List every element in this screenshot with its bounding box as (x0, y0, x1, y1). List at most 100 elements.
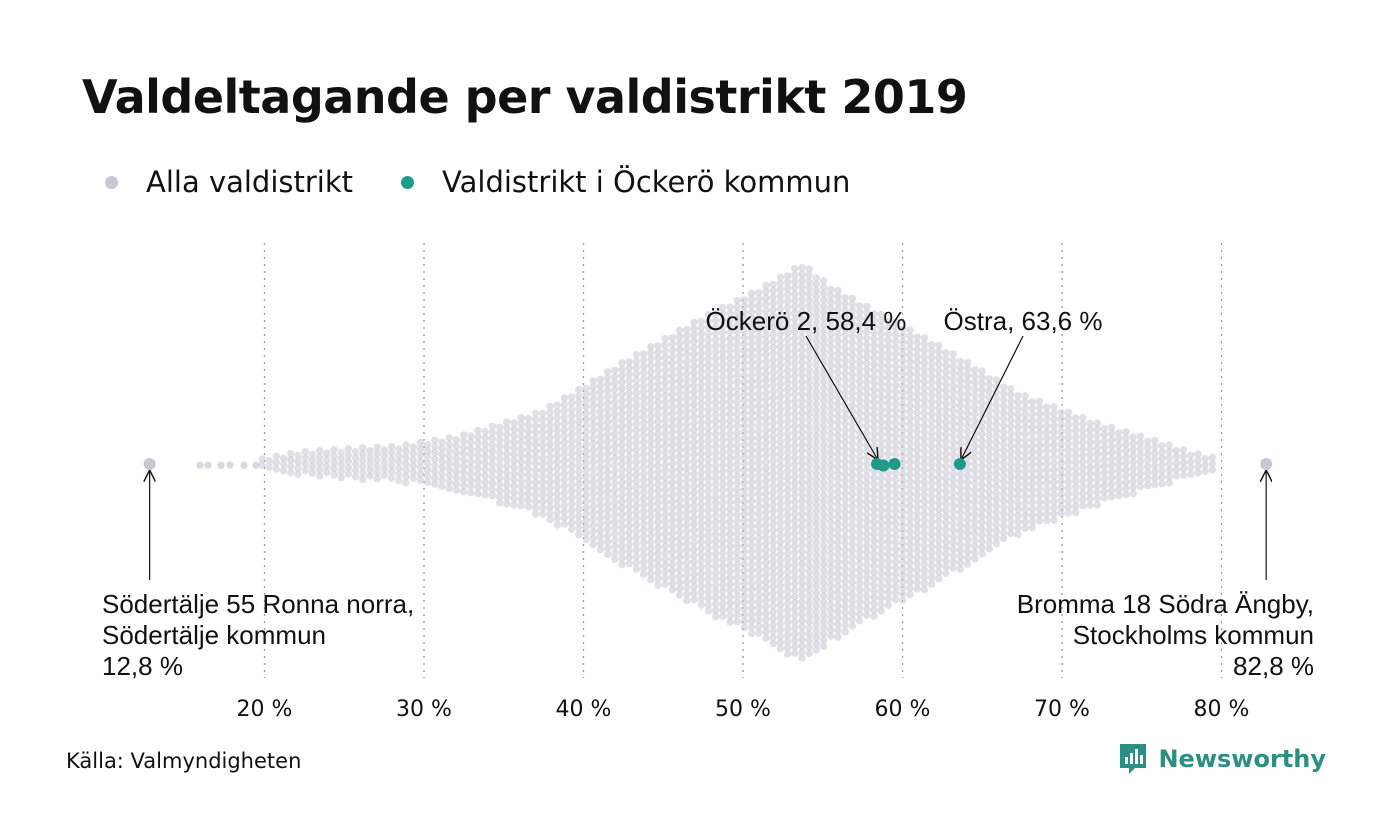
district-point (747, 377, 756, 386)
district-point (1014, 423, 1022, 432)
district-point (783, 448, 792, 457)
district-point (783, 285, 792, 293)
district-point (697, 519, 705, 527)
district-point (1122, 440, 1130, 449)
district-point (402, 441, 410, 449)
district-point (661, 555, 669, 563)
district-point (1021, 430, 1029, 438)
district-point (711, 417, 720, 426)
district-point (474, 439, 482, 447)
district-point (776, 575, 785, 584)
district-point (776, 512, 785, 521)
district-point (1043, 422, 1051, 430)
district-point (531, 510, 540, 518)
district-point (452, 442, 461, 450)
district-point (395, 458, 403, 466)
district-point (1014, 404, 1022, 413)
district-point (963, 472, 972, 480)
district-point (567, 500, 576, 508)
district-point (366, 453, 374, 461)
district-point (819, 346, 828, 354)
district-point (978, 512, 986, 520)
district-point (863, 498, 871, 506)
district-point (711, 518, 720, 526)
district-point (711, 392, 720, 400)
district-point (769, 356, 777, 364)
district-point (675, 471, 684, 480)
district-point (791, 378, 799, 386)
district-point (956, 527, 965, 536)
district-point (1028, 461, 1037, 469)
district-point (467, 476, 475, 484)
district-point (870, 392, 878, 400)
district-point (870, 335, 878, 343)
district-point (841, 583, 849, 592)
district-point (769, 438, 777, 446)
district-point (675, 515, 684, 524)
district-point (575, 404, 583, 413)
district-point (632, 458, 641, 466)
district-point (755, 547, 763, 555)
district-point (531, 441, 540, 449)
district-point (611, 511, 619, 519)
district-point (942, 475, 950, 483)
district-point (683, 496, 691, 504)
district-point (783, 562, 792, 570)
district-point (675, 427, 684, 435)
district-point (301, 466, 309, 475)
district-point (755, 339, 763, 347)
source-note: Källa: Valmyndigheten (66, 749, 302, 773)
district-point (726, 410, 734, 418)
district-point (877, 336, 885, 344)
district-point (524, 503, 533, 511)
district-point (603, 437, 612, 445)
district-point (812, 318, 821, 326)
district-point (654, 398, 662, 407)
district-point (783, 310, 792, 318)
district-point (301, 460, 309, 468)
district-point (783, 385, 792, 394)
district-point (906, 471, 914, 479)
district-point (755, 371, 763, 379)
district-point (611, 404, 619, 412)
district-point (690, 362, 698, 371)
district-point (805, 492, 813, 500)
district-point (999, 484, 1008, 492)
district-point (1021, 480, 1029, 488)
district-point (618, 510, 626, 518)
district-point (791, 447, 799, 456)
district-point (647, 380, 655, 389)
district-point (1050, 472, 1058, 480)
district-point (927, 385, 936, 393)
district-point (510, 457, 518, 465)
district-point (769, 469, 777, 478)
district-point (1158, 467, 1166, 475)
district-point (675, 396, 684, 404)
district-point (1050, 503, 1058, 512)
district-point (553, 515, 561, 523)
district-point (510, 469, 518, 478)
district-point (783, 637, 792, 646)
district-point (863, 428, 871, 437)
district-point (315, 447, 324, 455)
district-point (690, 482, 698, 490)
district-point (913, 553, 921, 562)
district-point (920, 365, 929, 373)
district-point (891, 444, 900, 452)
district-point (697, 399, 705, 408)
district-point (1151, 468, 1159, 476)
district-point (675, 503, 684, 511)
district-point (805, 498, 813, 506)
district-point (776, 437, 785, 445)
district-point (294, 464, 302, 472)
district-point (776, 412, 785, 420)
district-point (956, 546, 965, 555)
district-point (747, 415, 756, 423)
district-point (978, 424, 986, 432)
district-point (733, 391, 741, 399)
district-point (495, 436, 504, 444)
district-point (431, 442, 439, 451)
district-point (719, 398, 727, 406)
district-point (1035, 397, 1044, 405)
district-point (848, 389, 857, 397)
